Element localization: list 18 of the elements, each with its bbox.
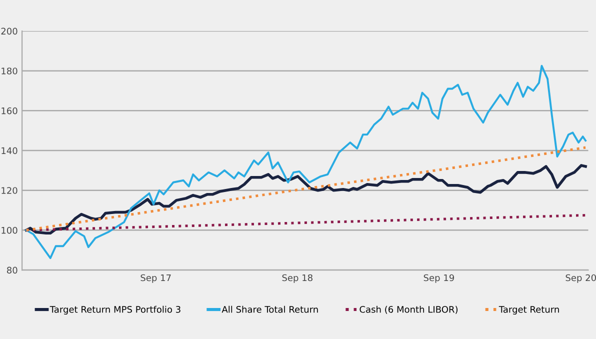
y-tick-label: 200 [1, 28, 18, 35]
x-tick-label: Sep 17 [140, 274, 171, 283]
x-tick-label: Sep 19 [424, 274, 454, 283]
legend-label: Target Return MPS Portfolio 3 [50, 306, 180, 315]
line-series [24, 164, 587, 235]
legend-label: Target Return [498, 306, 559, 315]
line-series [25, 64, 587, 260]
legend-label: All Share Total Return [222, 306, 318, 313]
x-tick-label: Sep 20 [566, 274, 596, 283]
legend-label: Cash (6 Month LIBOR) [360, 306, 458, 314]
y-tick-label: 120 [2, 187, 18, 194]
y-tick-label: 160 [2, 107, 18, 114]
line-series [25, 146, 587, 232]
y-tick-label: 180 [2, 68, 18, 74]
y-tick-label: 140 [2, 147, 18, 154]
x-tick-label: Sep 18 [282, 274, 312, 283]
y-tick-label: 100 [2, 226, 18, 234]
y-tick-label: 80 [7, 266, 18, 274]
